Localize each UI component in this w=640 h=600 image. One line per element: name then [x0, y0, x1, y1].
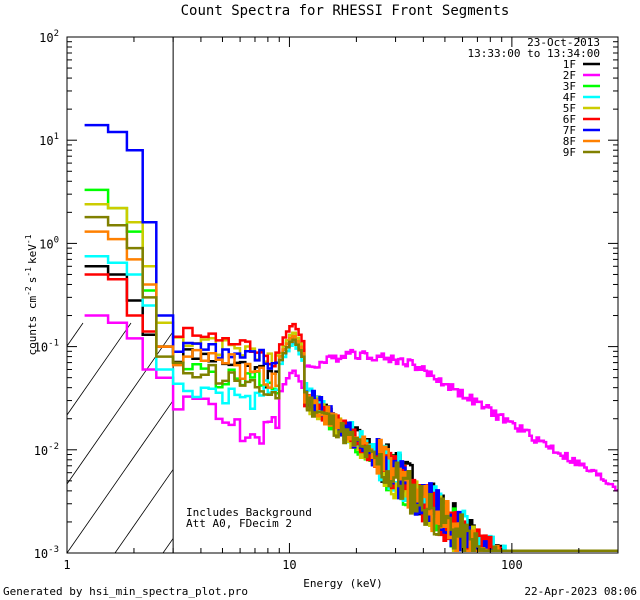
- hatch-line: [67, 399, 174, 553]
- y-axis-label-main: counts cm: [26, 296, 39, 356]
- y-tick-label: 102: [39, 29, 59, 45]
- legend-label-7F: 7F: [563, 124, 576, 137]
- series-line-1F: [84, 265, 618, 553]
- hatch-line: [67, 322, 132, 416]
- legend-label-9F: 9F: [563, 146, 576, 159]
- y-axis-label-exp1: -2: [24, 286, 33, 296]
- x-tick-label: 1: [63, 558, 70, 572]
- hatch-line: [547, 323, 640, 553]
- y-tick-label: 101: [39, 132, 59, 148]
- annotation-attenuator: Att A0, FDecim 2: [186, 517, 292, 530]
- y-tick-label: 10-3: [34, 545, 59, 561]
- series-line-9F: [84, 215, 618, 553]
- hatch-line: [67, 322, 84, 347]
- legend-label-8F: 8F: [563, 135, 576, 148]
- hatch-line: [114, 468, 174, 553]
- legend-label-4F: 4F: [563, 91, 576, 104]
- y-tick-label: 100: [39, 235, 59, 251]
- x-axis-label: Energy (keV): [303, 577, 382, 590]
- series-line-4F: [84, 255, 618, 553]
- hatched-region: [0, 322, 640, 553]
- y-axis-label-s: s: [26, 277, 39, 284]
- hatch-line: [499, 323, 640, 553]
- annotation-background: Includes Background: [186, 506, 312, 519]
- y-tick-label: 10-1: [34, 339, 59, 355]
- legend-label-2F: 2F: [563, 69, 576, 82]
- x-tick-label: 100: [501, 558, 523, 572]
- hatch-line: [0, 323, 35, 553]
- hatch-line: [67, 330, 174, 485]
- legend-label-5F: 5F: [563, 102, 576, 115]
- time-range-label: 13:33:00 to 13:34:00: [468, 47, 600, 60]
- y-tick-label: 10-2: [34, 442, 59, 458]
- date-label: 23-Oct-2013: [527, 36, 600, 49]
- legend-label-1F: 1F: [563, 58, 576, 71]
- axis-ticks: 1 10 100 10-3 10-2 10-1 100 101 102: [34, 29, 619, 572]
- legend-label-6F: 6F: [563, 113, 576, 126]
- footer-generator: Generated by hsi_min_spectra_plot.pro: [3, 585, 248, 598]
- series-line-8F: [84, 230, 618, 553]
- chart-title: Count Spectra for RHESSI Front Segments: [181, 3, 510, 19]
- y-axis-label-exp2: -1: [24, 267, 33, 277]
- y-axis-label-exp3: -1: [24, 234, 33, 244]
- series-line-2F: [84, 314, 618, 492]
- legend-label-3F: 3F: [563, 80, 576, 93]
- footer-timestamp: 22-Apr-2023 08:06: [524, 585, 637, 598]
- x-tick-label: 10: [282, 558, 296, 572]
- y-axis-label-kev: keV: [26, 244, 39, 264]
- plot-frame: [66, 36, 619, 554]
- series-line-7F: [84, 123, 618, 553]
- y-axis-label: counts cm-2s-1keV-1: [24, 234, 39, 355]
